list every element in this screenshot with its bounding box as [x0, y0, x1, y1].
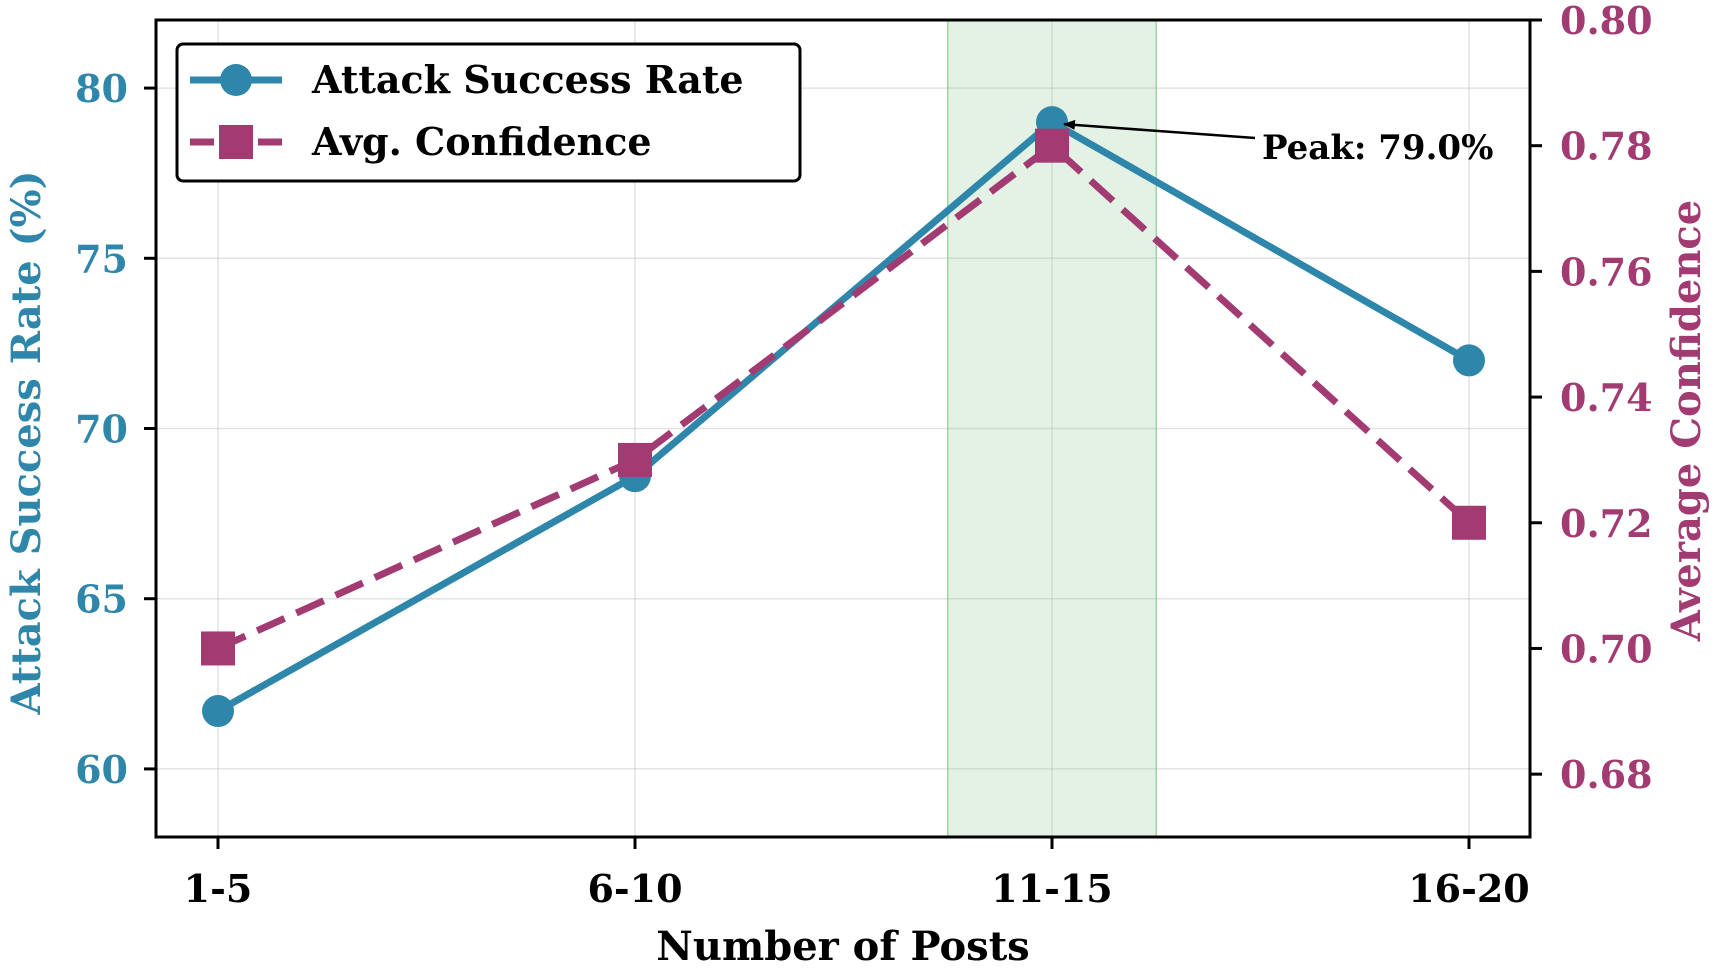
x-axis-label: Number of Posts — [656, 923, 1029, 970]
x-tick-label: 1-5 — [184, 866, 253, 911]
y-left-tick-label: 65 — [75, 577, 128, 622]
y-right-tick-label: 0.70 — [1560, 626, 1653, 671]
y-right-tick-label: 0.74 — [1560, 375, 1653, 420]
data-point-attack-success-rate — [1453, 344, 1485, 377]
legend-marker-square — [219, 125, 253, 159]
data-point-attack-success-rate — [202, 695, 234, 728]
series-line-attack-success-rate — [216, 118, 1471, 715]
y-left-tick-label: 70 — [75, 407, 128, 452]
y-right-tick-label: 0.72 — [1560, 501, 1653, 546]
legend-marker-circle — [220, 64, 252, 96]
y-left-axis-label: Attack Success Rate (%) — [3, 170, 50, 715]
data-point-avg-confidence — [201, 631, 235, 666]
data-point-avg-confidence — [1035, 128, 1069, 163]
y-right-tick-label: 0.80 — [1560, 0, 1653, 43]
y-right-tick-label: 0.78 — [1560, 124, 1653, 169]
annotation-arrow — [1063, 119, 1256, 140]
y-right-tick-label: 0.68 — [1560, 752, 1653, 797]
y-left-tick-label: 75 — [75, 236, 128, 281]
x-tick-label: 11-15 — [991, 866, 1113, 911]
y-right-tick-label: 0.76 — [1560, 249, 1653, 294]
y-right-axis-label: Average Confidence — [1663, 200, 1710, 642]
legend-label: Attack Success Rate — [311, 57, 744, 102]
x-tick-label: 6-10 — [587, 866, 682, 911]
y-left-tick-label: 80 — [75, 66, 128, 111]
data-point-avg-confidence — [1452, 505, 1486, 540]
series-line-avg-confidence — [216, 142, 1472, 652]
legend-label: Avg. Confidence — [311, 119, 652, 164]
annotation-label: Peak: 79.0% — [1262, 128, 1493, 168]
legend: Attack Success Rate Avg. Confidence — [175, 42, 802, 183]
data-point-avg-confidence — [618, 442, 652, 477]
legend-box — [175, 42, 802, 183]
x-tick-label: 16-20 — [1408, 866, 1530, 911]
y-left-tick-label: 60 — [75, 747, 128, 792]
